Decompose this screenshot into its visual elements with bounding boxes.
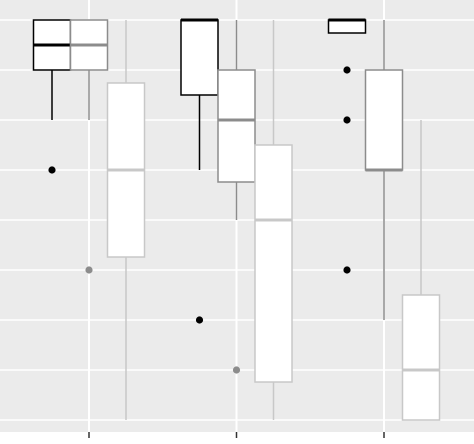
box [401,294,441,421]
box [254,144,293,383]
box [364,69,404,171]
outlier [343,266,351,274]
outlier [343,116,351,124]
box [327,19,367,34]
outlier [195,316,204,324]
outlier [48,166,56,174]
outlier [343,66,351,74]
outlier [232,366,241,374]
box [217,69,256,183]
marks [32,18,441,421]
box [180,19,219,96]
outlier [85,266,93,274]
